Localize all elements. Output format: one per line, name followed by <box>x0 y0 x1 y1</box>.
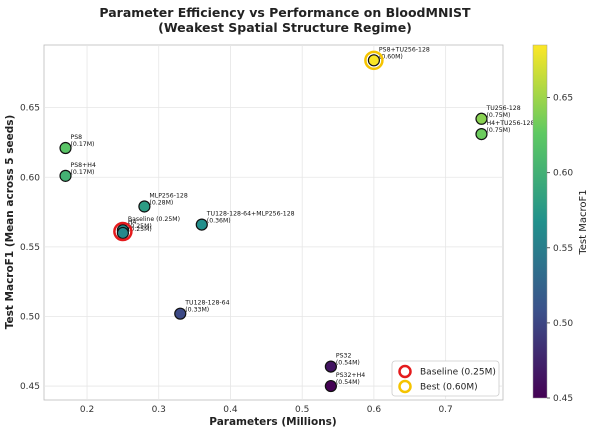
point-name-label: PS32 <box>336 353 352 360</box>
point-params-label: (0.25M) <box>128 226 152 233</box>
colorbar-tick-label: 0.45 <box>553 394 573 404</box>
data-points <box>59 54 488 393</box>
point-params-label: (0.25M) <box>128 223 152 230</box>
point-params-label: (0.75M) <box>486 112 510 119</box>
point-name-label: H4 <box>128 219 137 226</box>
colorbar-tick-label: 0.65 <box>553 94 573 104</box>
point-params-label: (0.36M) <box>207 218 231 225</box>
scatter-point <box>475 112 488 125</box>
x-tick-label: 0.7 <box>438 405 452 415</box>
scatter-point <box>59 169 72 182</box>
grid <box>44 45 503 400</box>
point-params-label: (0.17M) <box>71 169 95 176</box>
point-name-label: MLP256-128 <box>149 192 187 199</box>
scatter-point <box>195 218 208 231</box>
y-tick-label: 0.45 <box>20 382 40 392</box>
legend-baseline-label: Baseline (0.25M) <box>420 368 496 378</box>
point-params-label: (0.17M) <box>71 141 95 148</box>
legend: Baseline (0.25M) Best (0.60M) <box>391 360 500 397</box>
legend-box <box>391 360 500 397</box>
point-params-label: (0.33M) <box>185 307 209 314</box>
scatter-point <box>174 307 187 320</box>
legend-best-marker <box>398 379 412 394</box>
chart-subtitle: (Weakest Spatial Structure Regime) <box>158 20 412 35</box>
x-axis-label: Parameters (Millions) <box>209 416 336 428</box>
colorbar-tick-label: 0.50 <box>553 319 573 329</box>
y-tick-labels: 0.45 0.50 0.55 0.60 0.65 <box>20 104 40 392</box>
y-tick-label: 0.55 <box>20 243 40 253</box>
point-labels: PS8(0.17M)PS8+H4(0.17M)MLP256-128(0.28M)… <box>71 46 535 386</box>
scatter-point <box>324 379 337 393</box>
y-axis-label: Test MacroF1 (Mean across 5 seeds) <box>4 115 16 330</box>
point-params-label: (0.60M) <box>379 53 403 60</box>
highlight-ring <box>364 50 384 71</box>
point-name-label: PS8 <box>71 134 83 141</box>
point-params-label: (0.28M) <box>149 199 173 206</box>
point-name-label: TU256-128 <box>485 105 520 112</box>
x-tick-labels: 0.2 0.3 0.4 0.5 0.6 0.7 <box>80 405 453 415</box>
colorbar-tick-label: 0.60 <box>553 169 573 179</box>
point-name-label: TU128-128-64 <box>184 300 229 307</box>
x-tick-label: 0.2 <box>80 405 94 415</box>
point-name-label: PS32+H4 <box>336 372 365 379</box>
point-params-label: (0.75M) <box>486 127 510 134</box>
x-tick-label: 0.3 <box>152 405 166 415</box>
point-name-label: H4+TU256-128 <box>486 120 534 127</box>
point-name-label: TU128-128-64+MLP256-128 <box>206 211 295 218</box>
point-params-label: (0.54M) <box>336 379 360 386</box>
scatter-point <box>116 226 129 240</box>
x-tick-label: 0.5 <box>295 405 309 415</box>
colorbar <box>532 44 548 399</box>
scatter-point <box>475 127 488 141</box>
y-tick-label: 0.60 <box>20 173 40 183</box>
y-tick-label: 0.50 <box>20 312 40 322</box>
legend-best-label: Best (0.60M) <box>420 383 478 393</box>
scatter-point <box>59 141 72 155</box>
chart-title: Parameter Efficiency vs Performance on B… <box>99 5 471 20</box>
point-params-label: (0.54M) <box>336 360 360 367</box>
point-name-label: Baseline (0.25M) <box>128 216 180 223</box>
y-tick-label: 0.65 <box>20 104 40 114</box>
scatter-point <box>138 200 151 213</box>
point-name-label: PS8+H4 <box>71 162 96 169</box>
colorbar-tick-label: 0.55 <box>553 244 573 254</box>
plot-area <box>43 44 504 401</box>
scatter-point <box>324 360 337 373</box>
colorbar-ticks: 0.45 0.50 0.55 0.60 0.65 <box>547 94 573 404</box>
x-tick-label: 0.6 <box>367 405 382 415</box>
colorbar-label: Test MacroF1 <box>578 189 589 255</box>
legend-baseline-marker <box>398 364 412 379</box>
highlight-rings <box>113 50 384 242</box>
scatter-point <box>367 54 381 67</box>
x-tick-label: 0.4 <box>223 405 238 415</box>
highlight-ring <box>113 221 133 242</box>
point-name-label: PS8+TU256-128 <box>379 46 430 53</box>
